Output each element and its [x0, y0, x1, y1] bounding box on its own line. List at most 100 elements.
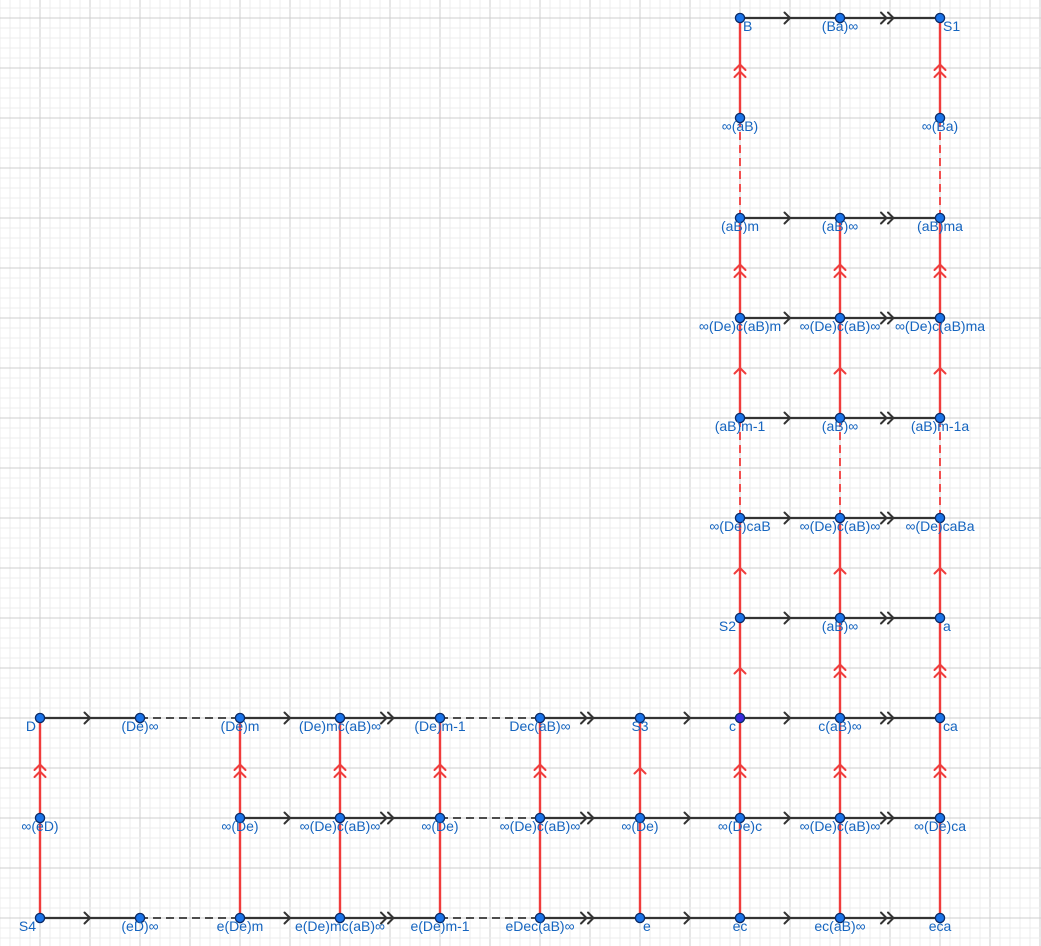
arrowhead-inf_Dec-c [733, 763, 747, 771]
point-label-aBm1: (aB)m-1 [715, 418, 766, 434]
arrowhead-r12b-r12c [887, 311, 895, 325]
point-label-S1: S1 [943, 18, 960, 34]
point-De_inf[interactable] [134, 712, 146, 724]
point-inf_De_1[interactable] [234, 812, 246, 824]
point-label-ca: ca [943, 718, 958, 734]
arrowhead-S4-eD_inf [83, 911, 91, 925]
point-r2c[interactable] [834, 812, 846, 824]
arrowhead-r12c-aBma [933, 263, 947, 271]
point-aBma[interactable] [934, 212, 946, 224]
point-label-a: a [943, 618, 951, 634]
point-B[interactable] [734, 12, 746, 24]
point-e[interactable] [634, 912, 646, 924]
arrowhead-r2b-Dec [533, 770, 547, 778]
point-label-caBinf: c(aB)∞ [818, 718, 861, 734]
point-label-eDem: e(De)m [217, 918, 264, 934]
point-label-aBm: (aB)m [721, 218, 759, 234]
point-label-eca: eca [929, 918, 952, 934]
point-eD_inf[interactable] [134, 912, 146, 924]
point-label-eDem1: e(De)m-1 [410, 918, 469, 934]
point-Dem[interactable] [234, 712, 246, 724]
point-label-eD_inf: (eD)∞ [121, 918, 158, 934]
arrowhead-inf_eD-D [33, 763, 47, 771]
point-S3[interactable] [634, 712, 646, 724]
point-r12a[interactable] [734, 312, 746, 324]
arrowhead-r12a-aBm [733, 270, 747, 278]
point-inf_Ba[interactable] [934, 112, 946, 124]
arrowhead-r2b-inf_De_3 [587, 811, 595, 825]
arrowhead-r2a-inf_De_2 [387, 811, 395, 825]
point-Ba_inf[interactable] [834, 12, 846, 24]
point-inf_eD[interactable] [34, 812, 46, 824]
point-a[interactable] [934, 612, 946, 624]
arrowhead-r2c-caBinf [833, 770, 847, 778]
arrowhead-inf_De_2-Dem1 [433, 763, 447, 771]
arrowhead-ca-a [933, 670, 947, 678]
arrowhead-inf_Deca-ca [933, 770, 947, 778]
point-label-c: c [729, 718, 736, 734]
point-label-S2: S2 [719, 618, 736, 634]
point-label-ecaBinf: ec(aB)∞ [814, 918, 865, 934]
point-caBinf[interactable] [834, 712, 846, 724]
point-r8a[interactable] [734, 512, 746, 524]
arrowhead-r12a-aBm [733, 263, 747, 271]
point-c[interactable] [734, 712, 746, 724]
point-aBm1a[interactable] [934, 412, 946, 424]
point-S1[interactable] [934, 12, 946, 24]
graph-nodes [34, 12, 946, 924]
point-aBinf_2[interactable] [834, 412, 846, 424]
arrowhead-eDec-e [587, 911, 595, 925]
point-inf_De_2[interactable] [434, 812, 446, 824]
point-Dec[interactable] [534, 712, 546, 724]
arrowhead-aBinf_1-aBma [887, 211, 895, 225]
point-aBinf_1[interactable] [834, 212, 846, 224]
point-r12b[interactable] [834, 312, 846, 324]
point-label-inf_Deca: ∞(De)ca [914, 818, 966, 834]
point-inf_De_3[interactable] [634, 812, 646, 824]
point-label-inf_aB: ∞(aB) [722, 118, 758, 134]
point-aBm[interactable] [734, 212, 746, 224]
point-inf_aB[interactable] [734, 112, 746, 124]
point-Demc[interactable] [334, 712, 346, 724]
arrowhead-Ba_inf-S1 [880, 11, 888, 25]
arrowhead-r2c-inf_Deca [887, 811, 895, 825]
arrowhead-r8b-r8c [887, 511, 895, 525]
point-D[interactable] [34, 712, 46, 724]
point-eDem[interactable] [234, 912, 246, 924]
graph-arrowheads [33, 11, 947, 925]
point-label-e: e [643, 918, 651, 934]
point-ca[interactable] [934, 712, 946, 724]
arrowhead-aBm1-r12a [733, 367, 747, 375]
point-Dem1[interactable] [434, 712, 446, 724]
point-inf_Dec[interactable] [734, 812, 746, 824]
point-label-r12c: ∞(De)c(aB)ma [895, 318, 985, 334]
point-r8c[interactable] [934, 512, 946, 524]
arrowhead-r8a-r8b [783, 511, 791, 525]
arrowhead-caBinf-ca [887, 711, 895, 725]
point-r8b[interactable] [834, 512, 846, 524]
point-eDec[interactable] [534, 912, 546, 924]
point-ec[interactable] [734, 912, 746, 924]
point-S2[interactable] [734, 612, 746, 624]
point-label-Demc: (De)mc(aB)∞ [299, 718, 381, 734]
point-r2a[interactable] [334, 812, 346, 824]
point-S4[interactable] [34, 912, 46, 924]
point-eDemc[interactable] [334, 912, 346, 924]
point-label-S4: S4 [19, 918, 36, 934]
arrowhead-aBinf_3-r8b [833, 567, 847, 575]
arrowhead-S3-c [683, 711, 691, 725]
point-eca[interactable] [934, 912, 946, 924]
point-label-Dem: (De)m [221, 718, 260, 734]
point-inf_Deca[interactable] [934, 812, 946, 824]
arrowhead-eDemc-eDem1 [387, 911, 395, 925]
arrowhead-r2c-caBinf [833, 763, 847, 771]
point-r12c[interactable] [934, 312, 946, 324]
point-eDem1[interactable] [434, 912, 446, 924]
point-r2b[interactable] [534, 812, 546, 824]
point-label-Ba_inf: (Ba)∞ [822, 18, 858, 34]
point-aBm1[interactable] [734, 412, 746, 424]
point-aBinf_3[interactable] [834, 612, 846, 624]
point-ecaBinf[interactable] [834, 912, 846, 924]
point-label-inf_De_2: ∞(De) [421, 818, 458, 834]
arrowhead-r2b-inf_De_3 [580, 811, 588, 825]
